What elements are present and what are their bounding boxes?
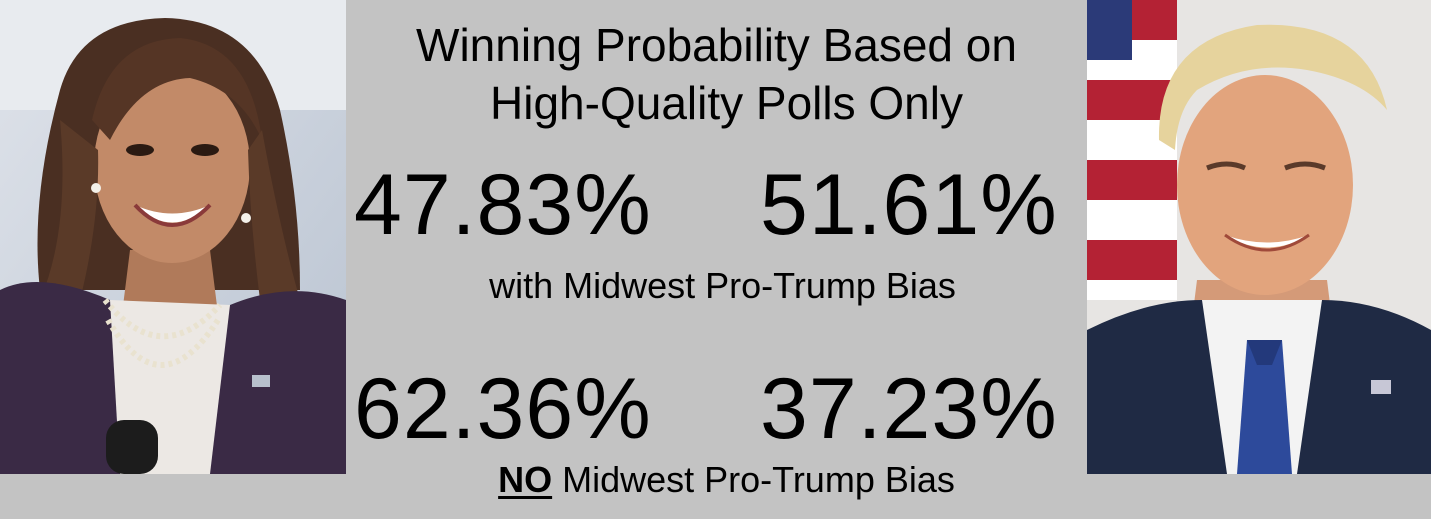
probability-panel: Winning Probability Based on High-Qualit… xyxy=(346,0,1087,519)
title-line-1: Winning Probability Based on xyxy=(416,19,1017,71)
no-emphasis: NO xyxy=(498,459,553,500)
no-bias-label-rest: Midwest Pro-Trump Bias xyxy=(552,459,955,500)
harris-portrait xyxy=(0,0,346,474)
with-bias-label: with Midwest Pro-Trump Bias xyxy=(489,265,956,306)
trump-portrait-illustration xyxy=(1087,0,1431,474)
no-bias-label: NO Midwest Pro-Trump Bias xyxy=(356,462,1097,498)
trump-probability-with-bias: 51.61% xyxy=(760,157,1058,253)
harris-portrait-illustration xyxy=(0,0,346,474)
harris-probability-with-bias: 47.83% xyxy=(354,157,652,253)
title-line-2: High-Quality Polls Only xyxy=(490,77,963,129)
trump-probability-no-bias: 37.23% xyxy=(760,361,1058,457)
trump-portrait xyxy=(1087,0,1431,474)
harris-probability-no-bias: 62.36% xyxy=(354,361,652,457)
